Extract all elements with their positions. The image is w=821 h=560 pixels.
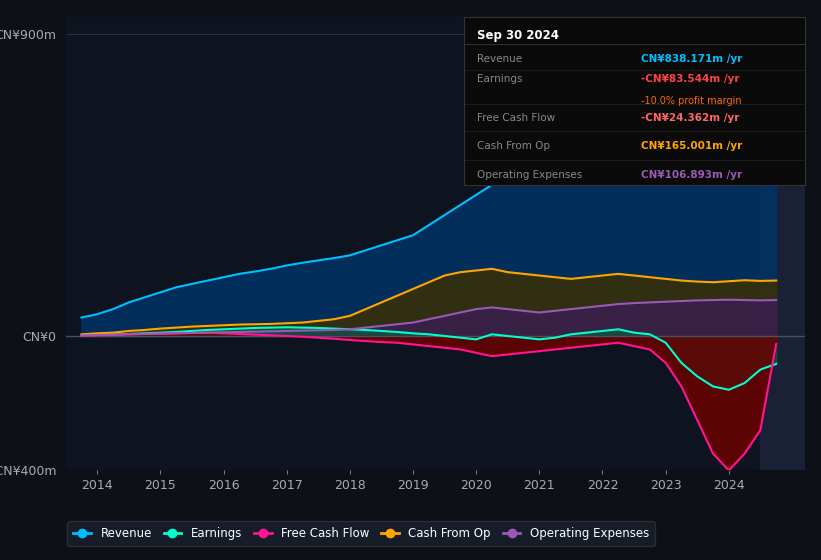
Text: Cash From Op: Cash From Op [478, 141, 551, 151]
Text: -10.0% profit margin: -10.0% profit margin [641, 96, 741, 106]
Text: -CN¥24.362m /yr: -CN¥24.362m /yr [641, 114, 740, 123]
Text: Earnings: Earnings [478, 74, 523, 84]
Text: CN¥838.171m /yr: CN¥838.171m /yr [641, 54, 742, 64]
Text: Operating Expenses: Operating Expenses [478, 170, 583, 180]
Text: CN¥165.001m /yr: CN¥165.001m /yr [641, 141, 742, 151]
Text: Sep 30 2024: Sep 30 2024 [478, 29, 559, 41]
Legend: Revenue, Earnings, Free Cash Flow, Cash From Op, Operating Expenses: Revenue, Earnings, Free Cash Flow, Cash … [67, 521, 655, 546]
Text: CN¥106.893m /yr: CN¥106.893m /yr [641, 170, 742, 180]
Bar [760, 17, 805, 470]
Text: Free Cash Flow: Free Cash Flow [478, 114, 556, 123]
Text: -CN¥83.544m /yr: -CN¥83.544m /yr [641, 74, 740, 84]
Text: Revenue: Revenue [478, 54, 523, 64]
